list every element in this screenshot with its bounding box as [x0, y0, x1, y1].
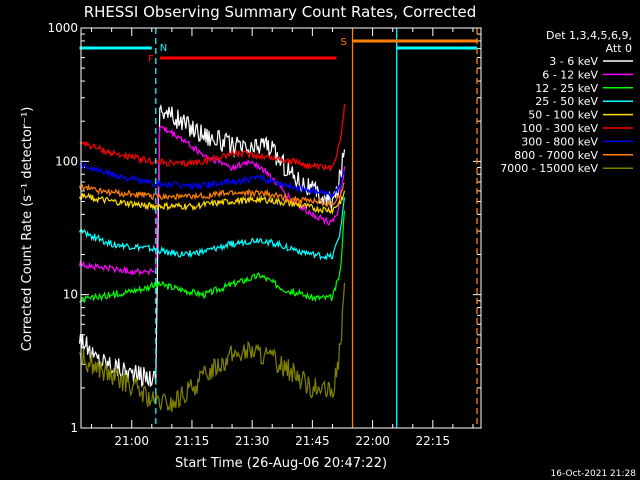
legend-label: 6 - 12 keV [542, 68, 598, 81]
x-tick-label: 21:30 [235, 434, 270, 448]
legend-header: Att 0 [606, 42, 632, 55]
series-line [79, 210, 346, 304]
series-line [78, 283, 346, 412]
series-line [78, 197, 346, 261]
plot-area: 1 10 100 1000 21:00 21:15 21:30 21:45 22:00 22:15… [47, 21, 481, 448]
legend-label: 7000 - 15000 keV [500, 162, 598, 175]
footer-date: 16-Oct-2021 21:28 [551, 469, 637, 479]
x-axis-label: Start Time (26-Aug-06 20:47:22) [175, 456, 387, 471]
x-tick-label: 22:00 [355, 434, 390, 448]
x-tick-label: 22:15 [416, 434, 451, 448]
legend-label: 800 - 7000 keV [514, 149, 598, 162]
annotation-label: N [160, 43, 167, 54]
legend-label: 3 - 6 keV [549, 55, 598, 68]
series-line [78, 125, 346, 277]
legend-label: 50 - 100 keV [528, 109, 598, 122]
annotation-label: F [148, 54, 154, 65]
y-tick-label: 1000 [47, 21, 78, 35]
legend-header: Det 1,3,4,5,6,9, [546, 29, 632, 42]
series-line [78, 103, 346, 388]
series-line [78, 182, 345, 208]
legend-label: 100 - 300 keV [521, 122, 598, 135]
series-line [78, 190, 346, 215]
y-axis-label: Corrected Count Rate (s⁻¹ detector⁻¹) [20, 107, 35, 352]
y-tick-label: 10 [63, 288, 78, 302]
chart-title: RHESSI Observing Summary Count Rates, Co… [84, 3, 477, 21]
y-tick-label: 1 [70, 421, 78, 435]
legend-label: 12 - 25 keV [535, 82, 598, 95]
series-line [78, 161, 346, 199]
plot-frame [80, 27, 482, 429]
legend-label: 25 - 50 keV [535, 95, 598, 108]
y-tick-label: 100 [55, 154, 78, 168]
legend-label: 300 - 800 keV [521, 135, 598, 148]
series-line [79, 103, 346, 172]
x-tick-label: 21:45 [295, 434, 330, 448]
x-tick-label: 21:15 [175, 434, 210, 448]
annotation-label: S [341, 37, 347, 48]
x-tick-label: 21:00 [114, 434, 149, 448]
